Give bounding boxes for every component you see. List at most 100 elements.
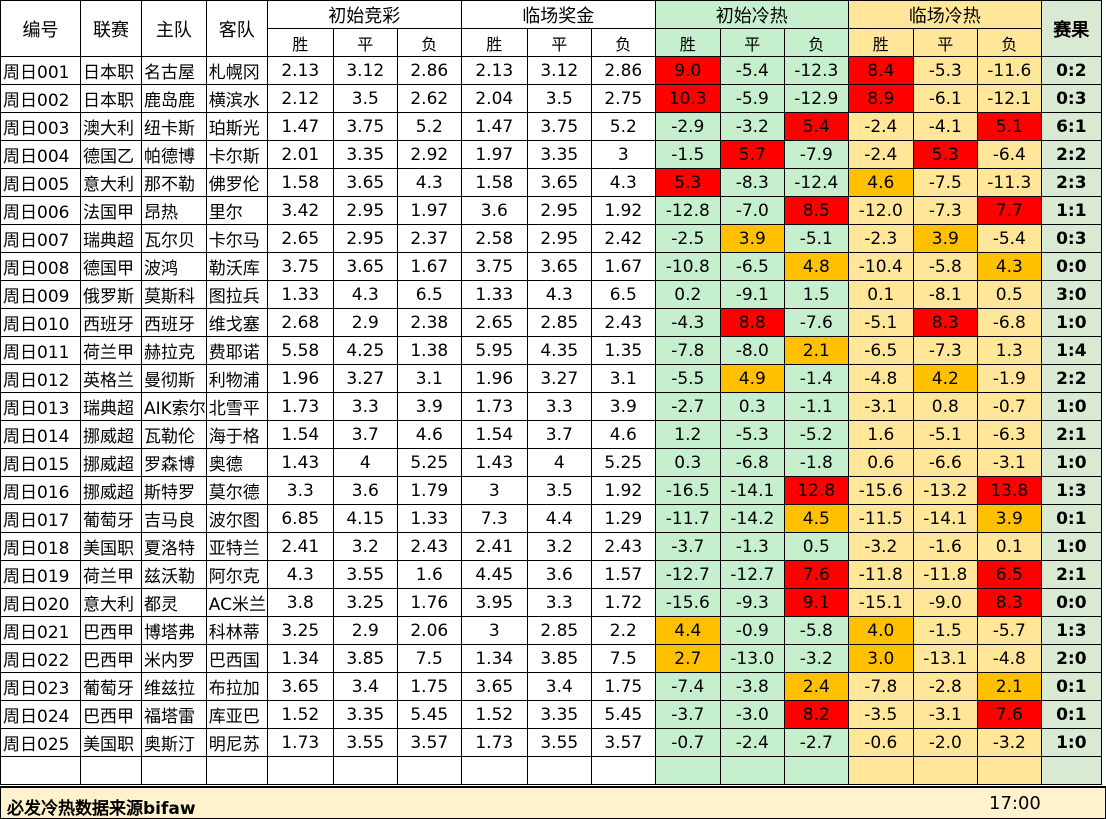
home-team-cell[interactable]: 帕德博 xyxy=(141,140,207,169)
home-team-cell[interactable]: 罗森博 xyxy=(141,448,207,477)
initial-heat-draw-cell[interactable]: -7.0 xyxy=(719,196,785,225)
league-cell[interactable]: 德国甲 xyxy=(80,252,142,281)
league-cell[interactable]: 巴西甲 xyxy=(80,700,142,729)
final-heat-loss-cell[interactable]: -11.3 xyxy=(976,168,1042,197)
final-heat-draw-header[interactable]: 平 xyxy=(912,28,978,57)
final-odds-draw-cell[interactable]: 3.65 xyxy=(526,252,592,281)
result-cell[interactable]: 0:1 xyxy=(1040,504,1102,533)
final-heat-win-cell[interactable]: 8.4 xyxy=(847,56,914,85)
initial-odds-draw-cell[interactable]: 2.9 xyxy=(332,308,398,337)
home-team-cell[interactable]: 昂热 xyxy=(141,196,207,225)
result-cell[interactable]: 0:1 xyxy=(1040,700,1102,729)
initial-heat-loss-cell[interactable]: -7.6 xyxy=(783,308,849,337)
final-odds-draw-cell[interactable]: 2.95 xyxy=(526,196,592,225)
final-heat-loss-cell[interactable]: 7.6 xyxy=(976,700,1042,729)
away-team-cell[interactable]: 奥德 xyxy=(205,448,268,477)
away-team-cell[interactable]: 布拉加 xyxy=(205,672,268,701)
initial-odds-win-cell[interactable]: 3.8 xyxy=(266,588,334,617)
initial-heat-draw-cell[interactable]: -9.1 xyxy=(719,280,785,309)
final-heat-win-cell[interactable]: 4.0 xyxy=(847,616,914,645)
initial-odds-draw-cell[interactable]: 3.5 xyxy=(332,84,398,113)
away-team-cell[interactable]: 亚特兰 xyxy=(205,532,268,561)
initial-heat-win-cell[interactable]: -16.5 xyxy=(654,476,721,505)
initial-odds-win-cell[interactable]: 6.85 xyxy=(266,504,334,533)
initial-odds-win-cell[interactable]: 1.33 xyxy=(266,280,334,309)
final-odds-win-cell[interactable]: 1.34 xyxy=(460,644,528,673)
league-cell[interactable]: 日本职 xyxy=(80,84,142,113)
final-odds-win-cell[interactable]: 3.65 xyxy=(460,672,528,701)
initial-odds-loss-cell[interactable]: 2.92 xyxy=(396,140,462,169)
match-no-cell[interactable]: 周日011 xyxy=(0,336,81,365)
result-cell[interactable]: 1:4 xyxy=(1040,336,1102,365)
final-heat-loss-cell[interactable]: -4.8 xyxy=(976,644,1042,673)
final-heat-win-cell[interactable]: -2.4 xyxy=(847,140,914,169)
final-odds-loss-cell[interactable]: 2.43 xyxy=(590,532,656,561)
initial-odds-win-cell[interactable]: 2.12 xyxy=(266,84,334,113)
initial-heat-loss-cell[interactable]: -5.2 xyxy=(783,420,849,449)
final-heat-loss-cell[interactable]: 3.9 xyxy=(976,504,1042,533)
final-odds-draw-cell[interactable]: 2.85 xyxy=(526,308,592,337)
final-odds-loss-header[interactable]: 负 xyxy=(590,28,656,57)
initial-odds-win-cell[interactable]: 1.47 xyxy=(266,112,334,141)
away-team-cell[interactable]: 图拉兵 xyxy=(205,280,268,309)
initial-odds-win-cell[interactable]: 3.3 xyxy=(266,476,334,505)
final-odds-win-cell[interactable]: 1.73 xyxy=(460,728,528,757)
final-odds-draw-cell[interactable]: 4.35 xyxy=(526,336,592,365)
away-team-cell[interactable]: AC米兰 xyxy=(205,588,268,617)
result-cell[interactable]: 0:3 xyxy=(1040,224,1102,253)
match-no-cell[interactable]: 周日006 xyxy=(0,196,81,225)
initial-odds-draw-cell[interactable]: 3.75 xyxy=(332,112,398,141)
away-team-cell[interactable]: 巴西国 xyxy=(205,644,268,673)
initial-odds-win-cell[interactable]: 1.52 xyxy=(266,700,334,729)
final-heat-draw-cell[interactable]: -2.0 xyxy=(912,728,978,757)
final-odds-loss-cell[interactable]: 1.72 xyxy=(590,588,656,617)
initial-heat-win-cell[interactable]: -2.5 xyxy=(654,224,721,253)
away-team-cell[interactable]: 海于格 xyxy=(205,420,268,449)
final-heat-loss-cell[interactable]: -6.4 xyxy=(976,140,1042,169)
home-team-cell[interactable]: 吉马良 xyxy=(141,504,207,533)
initial-heat-win-cell[interactable]: -12.8 xyxy=(654,196,721,225)
col-away-header[interactable]: 客队 xyxy=(205,0,268,57)
final-heat-win-cell[interactable]: -5.1 xyxy=(847,308,914,337)
final-heat-draw-cell[interactable]: -5.8 xyxy=(912,252,978,281)
empty-cell[interactable] xyxy=(1040,756,1102,785)
home-team-cell[interactable]: 福塔雷 xyxy=(141,700,207,729)
initial-heat-loss-cell[interactable]: 4.5 xyxy=(783,504,849,533)
final-odds-win-cell[interactable]: 3.75 xyxy=(460,252,528,281)
final-odds-loss-cell[interactable]: 5.2 xyxy=(590,112,656,141)
result-cell[interactable]: 2:0 xyxy=(1040,644,1102,673)
initial-odds-draw-cell[interactable]: 4 xyxy=(332,448,398,477)
final-odds-win-cell[interactable]: 2.41 xyxy=(460,532,528,561)
home-team-cell[interactable]: 维兹拉 xyxy=(141,672,207,701)
final-heat-loss-header[interactable]: 负 xyxy=(976,28,1042,57)
final-heat-win-cell[interactable]: -11.5 xyxy=(847,504,914,533)
final-heat-loss-cell[interactable]: 5.1 xyxy=(976,112,1042,141)
final-odds-loss-cell[interactable]: 3 xyxy=(590,140,656,169)
final-odds-loss-cell[interactable]: 1.67 xyxy=(590,252,656,281)
final-heat-draw-cell[interactable]: -3.1 xyxy=(912,700,978,729)
final-odds-draw-cell[interactable]: 3.5 xyxy=(526,476,592,505)
final-heat-win-cell[interactable]: 0.1 xyxy=(847,280,914,309)
initial-odds-draw-cell[interactable]: 2.9 xyxy=(332,616,398,645)
initial-odds-loss-cell[interactable]: 3.57 xyxy=(396,728,462,757)
col-no-header[interactable]: 编号 xyxy=(0,0,81,57)
final-odds-win-cell[interactable]: 7.3 xyxy=(460,504,528,533)
final-odds-draw-cell[interactable]: 3.35 xyxy=(526,700,592,729)
empty-cell[interactable] xyxy=(80,756,142,785)
match-no-cell[interactable]: 周日020 xyxy=(0,588,81,617)
home-team-cell[interactable]: 纽卡斯 xyxy=(141,112,207,141)
initial-odds-win-cell[interactable]: 1.96 xyxy=(266,364,334,393)
initial-heat-loss-cell[interactable]: 5.4 xyxy=(783,112,849,141)
initial-heat-win-cell[interactable]: -10.8 xyxy=(654,252,721,281)
away-team-cell[interactable]: 莫尔德 xyxy=(205,476,268,505)
final-odds-win-cell[interactable]: 1.58 xyxy=(460,168,528,197)
empty-cell[interactable] xyxy=(719,756,785,785)
final-heat-win-cell[interactable]: -11.8 xyxy=(847,560,914,589)
final-heat-loss-cell[interactable]: -5.4 xyxy=(976,224,1042,253)
initial-heat-win-cell[interactable]: -7.8 xyxy=(654,336,721,365)
final-heat-draw-cell[interactable]: -8.1 xyxy=(912,280,978,309)
match-no-cell[interactable]: 周日024 xyxy=(0,700,81,729)
initial-heat-draw-cell[interactable]: -3.8 xyxy=(719,672,785,701)
match-no-cell[interactable]: 周日012 xyxy=(0,364,81,393)
final-heat-loss-cell[interactable]: 13.8 xyxy=(976,476,1042,505)
